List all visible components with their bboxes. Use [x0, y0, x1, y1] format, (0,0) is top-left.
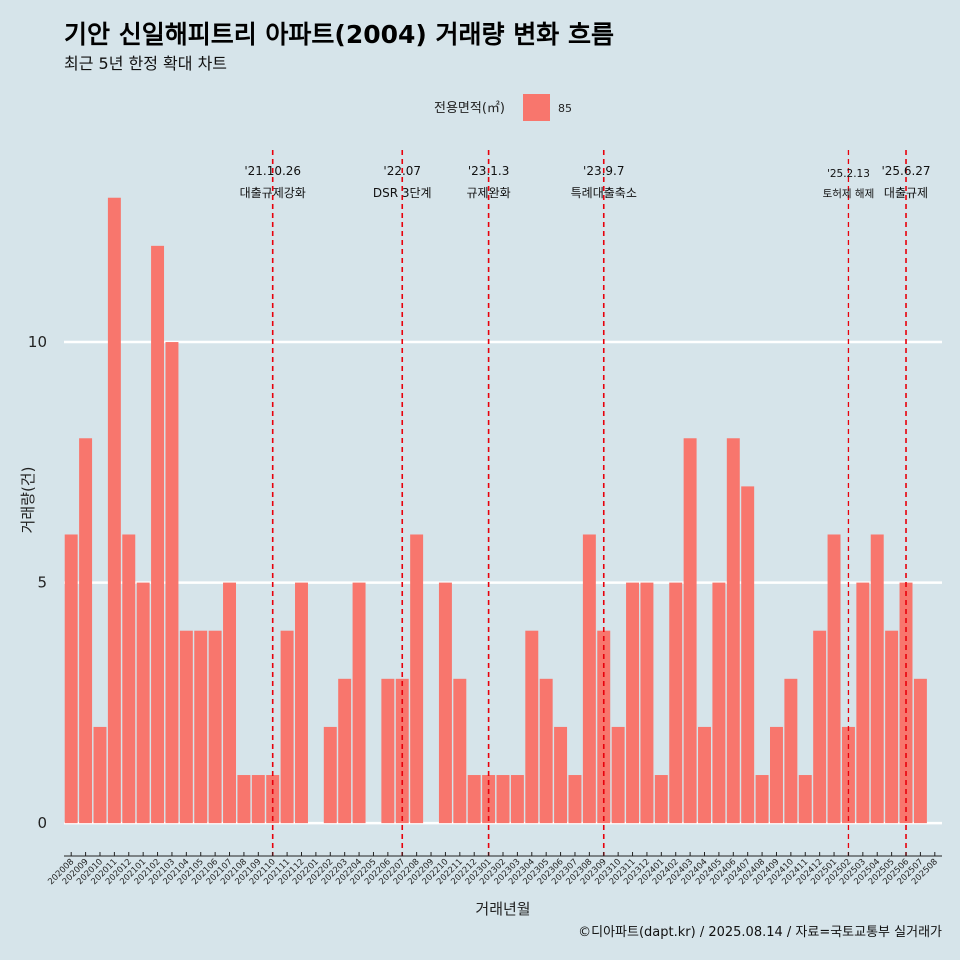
bar [726, 438, 740, 824]
bar [64, 534, 78, 824]
bar [467, 775, 481, 824]
bar [453, 678, 467, 824]
event-date: '21.10.26 [244, 164, 301, 178]
y-axis-title: 거래량(건) [19, 467, 37, 534]
event-date: '25.6.27 [881, 164, 930, 178]
y-tick-label: 5 [37, 574, 47, 592]
chart-title: 기안 신일해피트리 아파트(2004) 거래량 변화 흐름 [64, 20, 614, 49]
bar [669, 582, 683, 824]
bar [712, 582, 726, 824]
caption: ©디아파트(dapt.kr) / 2025.08.14 / 자료=국토교통부 실… [578, 925, 942, 940]
x-axis: 2020082020092020102020112020122021012021… [46, 852, 942, 887]
bar [410, 534, 424, 824]
bar [885, 630, 899, 824]
bar [654, 775, 668, 824]
event-date: '23.1.3 [468, 164, 509, 178]
bar [352, 582, 366, 824]
legend: 전용면적(㎡) 85 [434, 94, 572, 121]
bar [179, 630, 193, 824]
legend-swatch [523, 94, 550, 121]
bar [323, 726, 337, 824]
bar [395, 678, 409, 824]
event-date: '25.2.13 [827, 168, 870, 180]
bar [165, 342, 179, 824]
bar [79, 438, 93, 824]
bar [151, 245, 165, 824]
bar [698, 726, 711, 824]
bar [626, 582, 640, 824]
bar [194, 630, 208, 824]
bar [813, 630, 827, 824]
bar [251, 775, 265, 824]
event-label: 규제완화 [467, 186, 511, 200]
bar [338, 678, 352, 824]
event-date: '22.07 [383, 164, 421, 178]
bar [913, 678, 927, 824]
bar [525, 630, 539, 824]
chart-subtitle: 최근 5년 한정 확대 차트 [64, 54, 227, 73]
bar [611, 726, 625, 824]
event-date: '23.9.7 [583, 164, 624, 178]
bar [539, 678, 553, 824]
bar [683, 438, 697, 824]
bar [784, 678, 798, 824]
bar [136, 582, 150, 824]
event-lines [271, 150, 907, 856]
bar [582, 534, 596, 824]
bar [798, 775, 812, 824]
bar [295, 582, 308, 824]
bar [381, 678, 395, 824]
bar [755, 775, 769, 824]
bar [93, 726, 107, 824]
bar [438, 582, 452, 824]
y-tick-label: 10 [28, 333, 47, 351]
bar [208, 630, 222, 824]
event-label: DSR 3단계 [373, 186, 432, 200]
y-axis-ticks: 0 5 10 [28, 333, 47, 832]
event-label: 대출규제 [884, 186, 928, 200]
bar [741, 486, 755, 824]
bar [237, 775, 251, 824]
bar [496, 775, 510, 824]
bar [554, 726, 568, 824]
bars [64, 197, 927, 824]
bar [640, 582, 654, 824]
x-axis-title: 거래년월 [475, 900, 530, 918]
bar [769, 726, 783, 824]
event-label: 토허제 해제 [823, 187, 875, 200]
bar [122, 534, 136, 824]
y-tick-label: 0 [37, 814, 47, 832]
event-annotations: '21.10.26 대출규제강화 '22.07 DSR 3단계 '23.1.3 규제완화 '… [240, 164, 931, 200]
bar [510, 775, 524, 824]
bar [870, 534, 884, 824]
bar [856, 582, 870, 824]
bar [568, 775, 582, 824]
bar [827, 534, 841, 824]
bar [223, 582, 237, 824]
bar [107, 197, 121, 824]
legend-label: 85 [558, 102, 572, 115]
bar [280, 630, 294, 824]
event-label: 대출규제강화 [240, 186, 306, 200]
legend-title: 전용면적(㎡) [434, 101, 505, 116]
event-label: 특례대출축소 [571, 186, 637, 200]
